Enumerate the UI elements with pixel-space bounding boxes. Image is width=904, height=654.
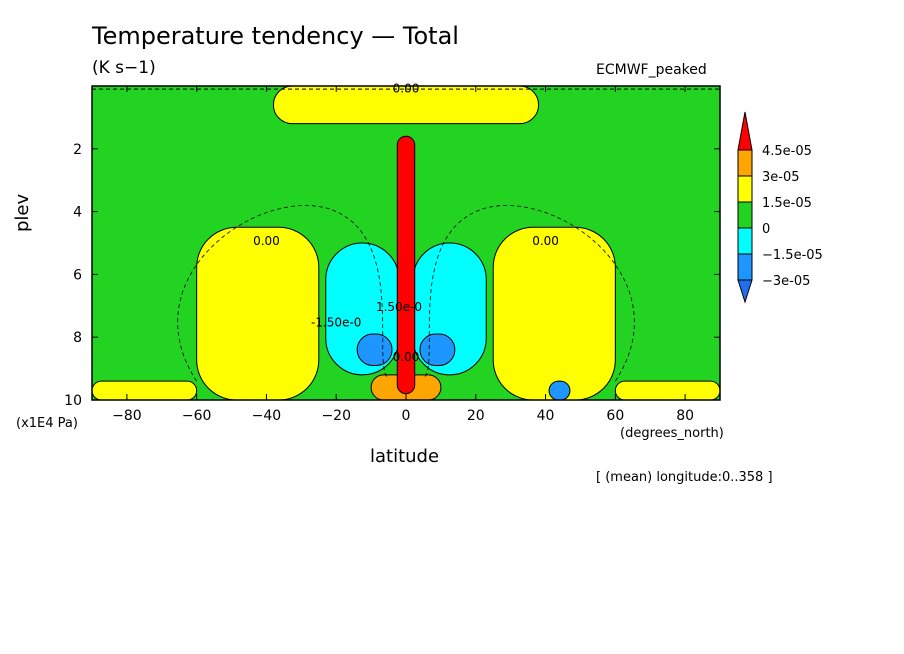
- contour-label: 1.50e-0: [376, 300, 422, 314]
- x-axis-units: (degrees_north): [620, 426, 724, 441]
- colorbar-label: 0: [762, 222, 770, 237]
- colorbar-label: −3e-05: [762, 274, 810, 289]
- x-tick-label: −80: [112, 408, 142, 424]
- contour-region-11: [396, 135, 416, 395]
- contour-region-3: [614, 380, 721, 401]
- colorbar-label: 1.5e-05: [762, 196, 812, 211]
- colorbar-label: 3e-05: [762, 170, 800, 185]
- contour-region-2: [492, 226, 616, 401]
- x-tick-label: 0: [402, 408, 411, 424]
- contour-label: 0.00: [393, 350, 420, 364]
- x-tick-label: −20: [321, 408, 351, 424]
- contour-region-0: [91, 380, 198, 401]
- contour-line-neg-nh: [423, 205, 635, 382]
- y-tick-label: 8: [73, 330, 82, 346]
- contour-region-9: [548, 380, 571, 401]
- contour-region-1: [196, 226, 320, 401]
- colorbar-label: 4.5e-05: [762, 144, 812, 159]
- x-tick-label: 20: [467, 408, 485, 424]
- y-tick-label: 6: [73, 267, 82, 283]
- x-tick-label: −40: [252, 408, 282, 424]
- contour-label: 0.00: [532, 234, 559, 248]
- y-tick-label: 10: [64, 393, 82, 409]
- contour-region-7: [356, 333, 393, 366]
- experiment-label: ECMWF_peaked: [596, 62, 707, 78]
- chart-units: (K s−1): [92, 58, 156, 78]
- x-tick-label: 80: [676, 408, 694, 424]
- averaging-note: [ (mean) longitude:0..358 ]: [596, 470, 773, 485]
- x-axis-label: latitude: [370, 446, 440, 467]
- colorbar-swatch: [737, 149, 753, 177]
- y-axis-units: (x1E4 Pa): [16, 416, 78, 431]
- colorbar-swatch: [737, 253, 753, 281]
- contour-label: -1.50e-0: [311, 316, 361, 330]
- colorbar-swatch: [737, 175, 753, 203]
- y-tick-label: 2: [73, 142, 82, 158]
- contour-line-neg-sh: [177, 205, 389, 382]
- contour-label: 0.00: [253, 234, 280, 248]
- x-tick-label: 40: [537, 408, 555, 424]
- x-tick-label: 60: [606, 408, 624, 424]
- colorbar-label: −1.5e-05: [762, 248, 823, 263]
- colorbar-swatch: [737, 201, 753, 229]
- colorbar-swatch: [737, 111, 753, 151]
- chart-title: Temperature tendency — Total: [92, 22, 459, 50]
- y-tick-label: 4: [73, 205, 82, 221]
- colorbar-swatch: [737, 227, 753, 255]
- colorbar-swatch: [737, 279, 753, 304]
- x-tick-label: −60: [182, 408, 212, 424]
- contour-region-8: [419, 333, 456, 366]
